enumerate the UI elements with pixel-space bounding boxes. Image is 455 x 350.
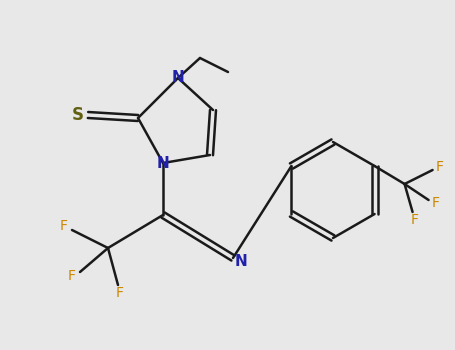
Text: F: F <box>68 269 76 283</box>
Text: N: N <box>235 253 248 268</box>
Text: F: F <box>410 213 419 227</box>
Text: F: F <box>116 286 124 300</box>
Text: S: S <box>72 106 84 124</box>
Text: F: F <box>435 160 444 174</box>
Text: F: F <box>432 196 440 210</box>
Text: F: F <box>60 219 68 233</box>
Text: N: N <box>172 70 184 85</box>
Text: N: N <box>157 155 169 170</box>
